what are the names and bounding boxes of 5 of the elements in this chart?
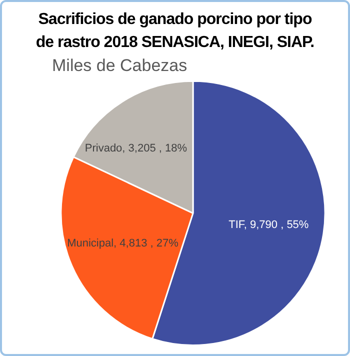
slice-label: TIF, 9,790 , 55%	[228, 219, 309, 232]
slice-label: Privado, 3,205 , 18%	[84, 142, 188, 155]
slice-label: Municipal, 4,813 , 27%	[67, 238, 179, 250]
chart-title: Sacrificios de ganado porcino por tipo de rastro 2018 SENASICA, INEGI, SIAP.	[35, 10, 315, 53]
chart-subtitle: Miles de Cabezas	[52, 56, 188, 75]
